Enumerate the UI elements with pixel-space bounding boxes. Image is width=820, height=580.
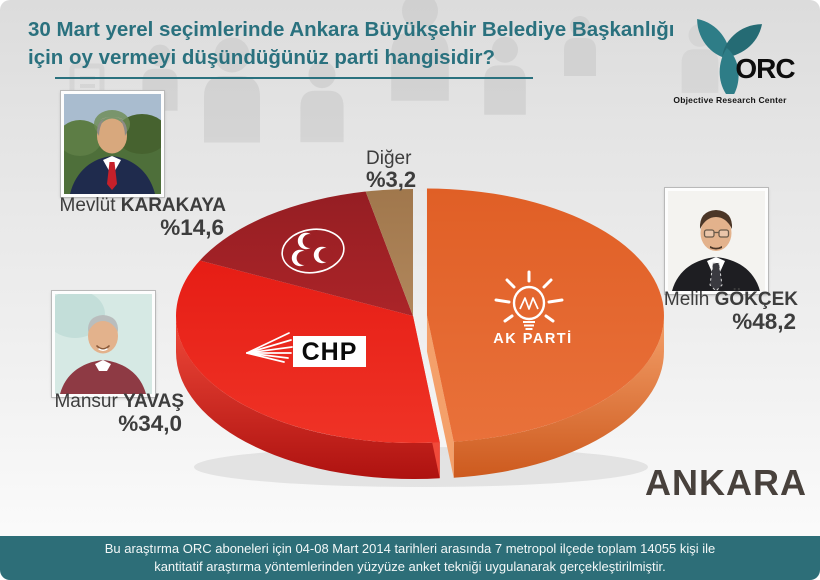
city-label: ANKARA xyxy=(645,462,807,503)
orc-trefoil-icon: ORC xyxy=(697,18,796,100)
page-title: 30 Mart yerel seçimlerinde Ankara Büyükş… xyxy=(28,16,676,72)
orc-logo-text: ORC xyxy=(735,53,795,84)
title-underline xyxy=(55,77,533,79)
candidate-label-karakaya: Mevlüt KARAKAYA %14,6 xyxy=(28,196,226,240)
candidate-photo-gokcek xyxy=(665,188,768,294)
footer-line2: kantitatif araştırma yöntemlerinden yüzy… xyxy=(154,559,666,574)
candidate-label-yavas: Mansur YAVAŞ %34,0 xyxy=(16,392,184,436)
page-title-line2: için oy vermeyi düşündüğünüz parti hangi… xyxy=(28,46,495,69)
candidate-photo-yavas xyxy=(45,290,155,397)
pie-slice-side-CHP xyxy=(176,316,440,479)
slice-percentage: %3,2 xyxy=(366,167,417,192)
pie-slice-Diğer xyxy=(365,189,413,316)
candidate-percentage: %14,6 xyxy=(160,215,224,240)
candidate-percentage: %48,2 xyxy=(732,309,796,334)
akparti-logo-text: AK PARTİ xyxy=(493,330,572,347)
candidate-name: Mansur YAVAŞ xyxy=(54,391,184,412)
mhp-logo-icon xyxy=(281,228,345,274)
slice-party: Diğer xyxy=(366,148,412,169)
methodology-footer: Bu araştırma ORC aboneleri için 04-08 Ma… xyxy=(0,536,820,580)
orc-logo-subtitle: Objective Research Center xyxy=(673,95,787,105)
pie-slice-face-AK Parti xyxy=(426,315,454,478)
person-icon xyxy=(391,0,449,101)
page-title-line1: 30 Mart yerel seçimlerinde Ankara Büyükş… xyxy=(28,18,675,41)
chp-logo-text: CHP xyxy=(302,338,358,366)
candidate-percentage: %34,0 xyxy=(118,411,182,436)
candidate-photo-karakaya xyxy=(58,91,168,197)
akparti-logo-icon: AK PARTİ xyxy=(493,270,572,347)
person-icon xyxy=(564,16,596,76)
person-icon xyxy=(204,37,260,143)
person-icon xyxy=(300,61,344,143)
footer-line1: Bu araştırma ORC aboneleri için 04-08 Ma… xyxy=(104,540,716,556)
candidate-name: Melih GÖKÇEK xyxy=(663,289,798,310)
candidate-name: Mevlüt KARAKAYA xyxy=(59,195,226,216)
candidate-label-gokcek: Melih GÖKÇEK %48,2 xyxy=(652,290,798,334)
slice-label-diger: Diğer %3,2 xyxy=(366,148,416,191)
chp-logo-icon: CHP xyxy=(246,332,366,367)
orc-logo: ORC Objective Research Center xyxy=(650,2,810,105)
pie-slice-side-AK Parti xyxy=(453,315,664,478)
